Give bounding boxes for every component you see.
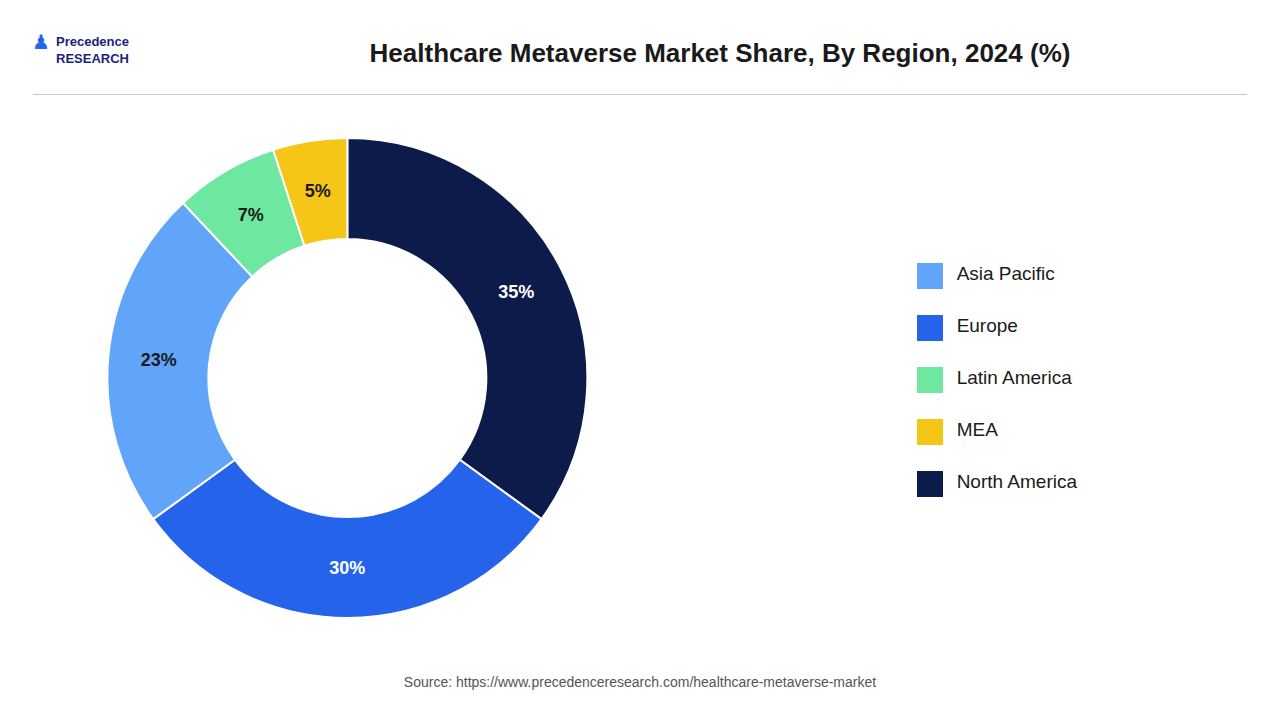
html-text:Europe: Europe [956, 315, 1018, 336]
html-text:Healthcare Metaverse Market Sh: Healthcare Metaverse Market Share, By Re… [369, 38, 1071, 68]
svg-text:7%: 7% [238, 205, 264, 225]
svg-text:35%: 35% [498, 282, 534, 302]
svg-text:30%: 30% [329, 558, 365, 578]
html-text:Asia Pacific: Asia Pacific [956, 263, 1055, 284]
svg-text:23%: 23% [141, 350, 177, 370]
html-text:North America: North America [956, 471, 1077, 492]
svg-text:5%: 5% [305, 181, 331, 201]
html-text:♟ Precedence RESEARCH: ♟ Precedence RESEARCH [32, 30, 129, 66]
html-text:MEA: MEA [956, 419, 998, 440]
html-text:Latin America: Latin America [956, 367, 1072, 388]
html-text:Source: https://www.precedence: Source: https://www.precedenceresearch.c… [403, 674, 877, 690]
